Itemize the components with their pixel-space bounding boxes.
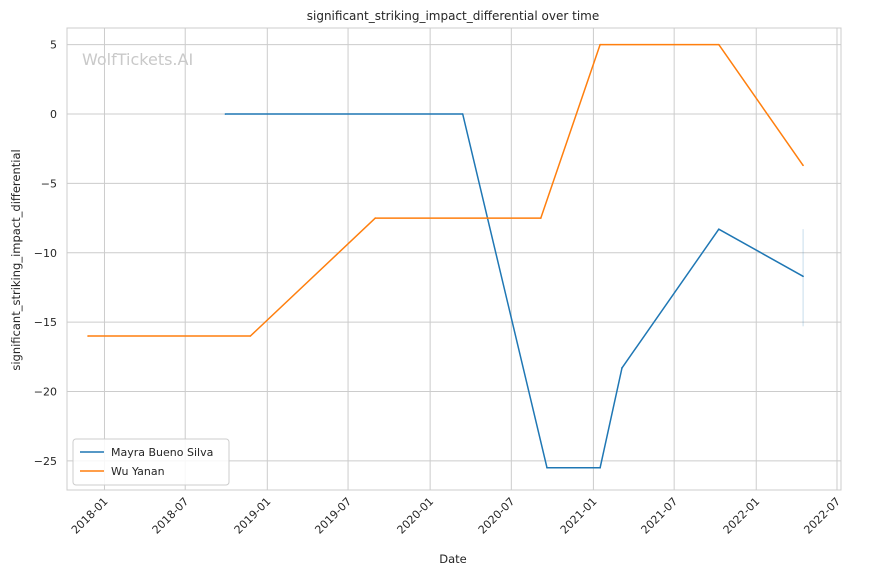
y-tick-label-4: −15 [34,316,57,329]
y-tick-label-1: 0 [50,108,57,121]
series-lines [87,43,804,469]
data-point-mayra-bueno-silva-3 [599,467,601,469]
data-point-wu-yanan-3 [539,217,542,219]
grid [67,28,841,490]
data-point-mayra-bueno-silva-2 [546,467,548,469]
x-tick-label-2019-07: 2019-07 [312,495,354,537]
y-axis-label: significant_striking_impact_differential [9,149,23,370]
data-point-mayra-bueno-silva-1 [461,113,464,115]
legend-box [72,438,230,486]
x-tick-label-2018-01: 2018-01 [69,495,111,537]
data-point-wu-yanan-4 [599,43,601,46]
x-tick-label-2020-01: 2020-01 [395,495,437,537]
x-tick-label-2020-07: 2020-07 [476,495,518,537]
chart-title: significant_striking_impact_differential… [307,9,599,23]
x-tick-label-2019-01: 2019-01 [232,495,274,537]
plot-frame [66,27,842,491]
data-point-mayra-bueno-silva-5 [717,228,720,230]
x-tick-label-2022-07: 2022-07 [801,495,843,537]
y-tick-label-6: −25 [34,455,57,468]
x-tick-label-2021-01: 2021-01 [558,495,600,537]
data-point-wu-yanan-5 [717,43,720,46]
series-line-wu-yanan [88,43,804,337]
x-tick-label-2022-01: 2022-01 [721,495,763,537]
x-axis-label: Date [439,552,467,566]
data-point-wu-yanan-1 [249,335,252,337]
x-tick-label-2021-07: 2021-07 [639,495,681,537]
series-line-mayra-bueno-silva [225,113,804,469]
data-point-wu-yanan-0 [87,335,89,337]
legend-label-wu-yanan: Wu Yanan [111,465,165,478]
data-point-mayra-bueno-silva-6 [802,275,804,278]
y-tick-label-5: −20 [34,385,57,398]
legend-label-mayra-bueno-silva: Mayra Bueno Silva [111,446,213,459]
legend: Mayra Bueno Silva Wu Yanan [72,438,230,486]
y-tick-label-2: −5 [41,177,57,190]
data-point-wu-yanan-2 [374,217,377,219]
x-tick-label-2018-07: 2018-07 [150,495,192,537]
data-point-wu-yanan-6 [802,164,804,167]
data-point-mayra-bueno-silva-0 [224,113,227,115]
data-point-mayra-bueno-silva-4 [621,367,623,369]
watermark: WolfTickets.AI [82,50,193,69]
y-tick-label-0: 5 [50,39,57,52]
y-tick-label-3: −10 [34,247,57,260]
